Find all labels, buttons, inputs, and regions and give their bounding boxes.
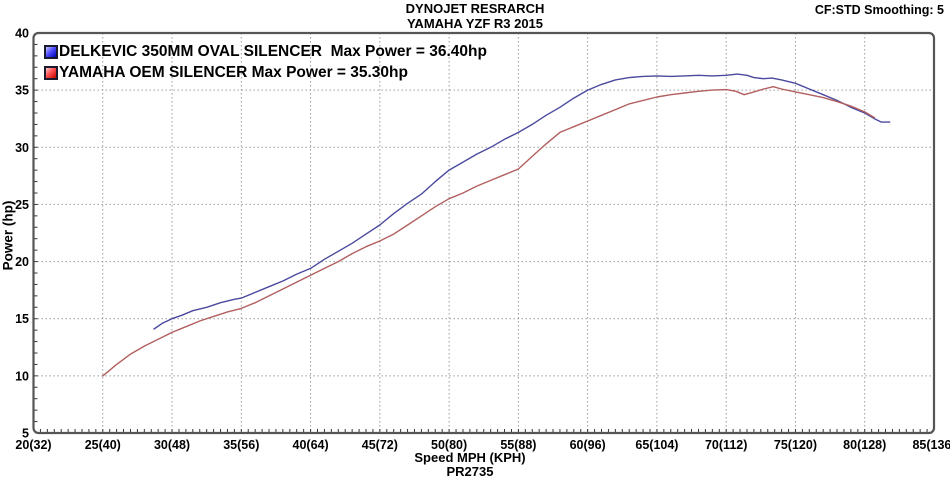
x-tick-label: 70(112)	[705, 438, 747, 452]
chart-title: DYNOJET RESRARCH	[405, 1, 545, 16]
x-axis-title: Speed MPH (KPH)	[414, 450, 526, 465]
x-tick-label: 55(88)	[500, 438, 536, 452]
y-tick-label: 30	[15, 141, 29, 155]
x-tick-label: 65(104)	[635, 438, 678, 452]
legend-marker-red-icon	[44, 65, 58, 80]
x-tick-label: 80(128)	[843, 438, 886, 452]
y-tick-label: 25	[15, 198, 29, 212]
legend-label-oem: YAMAHA OEM SILENCER Max Power = 35.30hp	[59, 63, 408, 81]
x-tick-label: 40(64)	[293, 438, 329, 452]
y-tick-label: 5	[22, 427, 29, 441]
x-tick-label: 35(56)	[223, 438, 259, 452]
x-tick-label: 45(72)	[362, 438, 398, 452]
y-tick-label: 20	[15, 255, 29, 269]
y-tick-label: 10	[15, 369, 29, 383]
x-tick-label: 20(32)	[15, 438, 51, 452]
x-tick-label: 60(96)	[570, 438, 606, 452]
x-tick-label: 30(48)	[154, 438, 190, 452]
chart-subtitle: YAMAHA YZF R3 2015	[406, 16, 544, 31]
legend-row-oem: YAMAHA OEM SILENCER Max Power = 35.30hp	[44, 62, 487, 83]
y-tick-label: 15	[15, 312, 29, 326]
legend-label-delkevic: DELKEVIC 350MM OVAL SILENCER Max Power =…	[59, 42, 487, 60]
x-tick-label: 85(136)	[912, 438, 950, 452]
chart-legend: DELKEVIC 350MM OVAL SILENCER Max Power =…	[44, 41, 487, 83]
chart-header: DYNOJET RESRARCH YAMAHA YZF R3 2015	[0, 1, 950, 31]
legend-marker-blue-icon	[44, 44, 58, 59]
x-tick-label: 25(40)	[85, 438, 121, 452]
series-line-0	[153, 73, 891, 330]
x-tick-label: 75(120)	[774, 438, 817, 452]
y-tick-label: 35	[15, 84, 29, 98]
x-tick-label: 50(80)	[431, 438, 467, 452]
smoothing-info: CF:STD Smoothing: 5	[814, 3, 944, 17]
plot-border	[32, 31, 936, 435]
series-line-1	[102, 85, 876, 377]
y-tick-label: 40	[15, 27, 29, 41]
run-id: PR2735	[446, 464, 494, 478]
legend-row-delkevic: DELKEVIC 350MM OVAL SILENCER Max Power =…	[44, 41, 487, 62]
